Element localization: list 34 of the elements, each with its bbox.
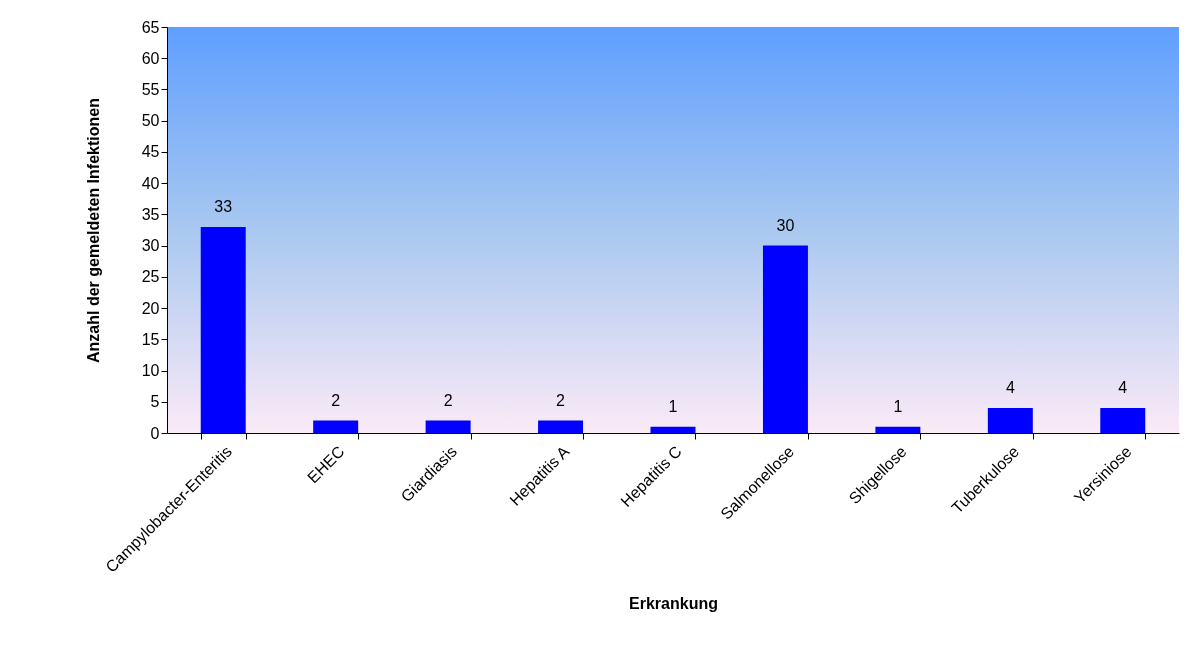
y-tick-label: 55	[141, 80, 160, 98]
y-tick-label: 50	[141, 112, 160, 130]
bar	[875, 426, 921, 433]
y-tick-label: 45	[141, 143, 160, 161]
data-label: 4	[1118, 379, 1128, 397]
bar	[425, 420, 471, 433]
data-label: 30	[776, 216, 795, 234]
y-tick-label: 35	[141, 205, 160, 223]
y-tick-label: 0	[150, 424, 160, 442]
y-tick-label: 40	[141, 174, 160, 192]
bar	[1100, 408, 1146, 433]
data-label: 2	[331, 391, 341, 409]
y-tick-label: 15	[141, 330, 160, 348]
y-tick-label: 20	[141, 299, 160, 317]
y-tick-label: 10	[141, 362, 160, 380]
y-tick-label: 60	[141, 49, 160, 67]
bar	[987, 408, 1033, 433]
y-tick-label: 30	[141, 237, 160, 255]
bar	[762, 245, 808, 433]
bar	[313, 420, 359, 433]
data-label: 33	[214, 197, 233, 215]
data-label: 2	[443, 391, 453, 409]
y-tick-label: 65	[141, 18, 160, 36]
data-label: 4	[1005, 379, 1015, 397]
y-axis-title: Anzahl der gemeldeten Infektionen	[84, 98, 102, 363]
bar	[200, 226, 246, 433]
x-axis-title: Erkrankung	[629, 594, 718, 612]
bar	[538, 420, 584, 433]
data-label: 1	[668, 397, 678, 415]
data-label: 2	[556, 391, 566, 409]
bar	[650, 426, 696, 433]
y-tick-label: 25	[141, 268, 160, 286]
data-label: 1	[893, 397, 903, 415]
y-tick-label: 5	[150, 393, 160, 411]
